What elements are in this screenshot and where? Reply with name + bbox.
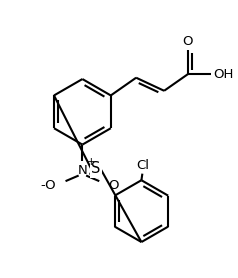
Text: N: N — [78, 164, 87, 177]
Text: Cl: Cl — [136, 159, 149, 172]
Text: +: + — [87, 157, 96, 167]
Text: O: O — [183, 35, 193, 48]
Text: O: O — [109, 179, 119, 192]
Text: S: S — [91, 161, 100, 176]
Text: OH: OH — [213, 68, 233, 81]
Text: -O: -O — [40, 179, 56, 192]
